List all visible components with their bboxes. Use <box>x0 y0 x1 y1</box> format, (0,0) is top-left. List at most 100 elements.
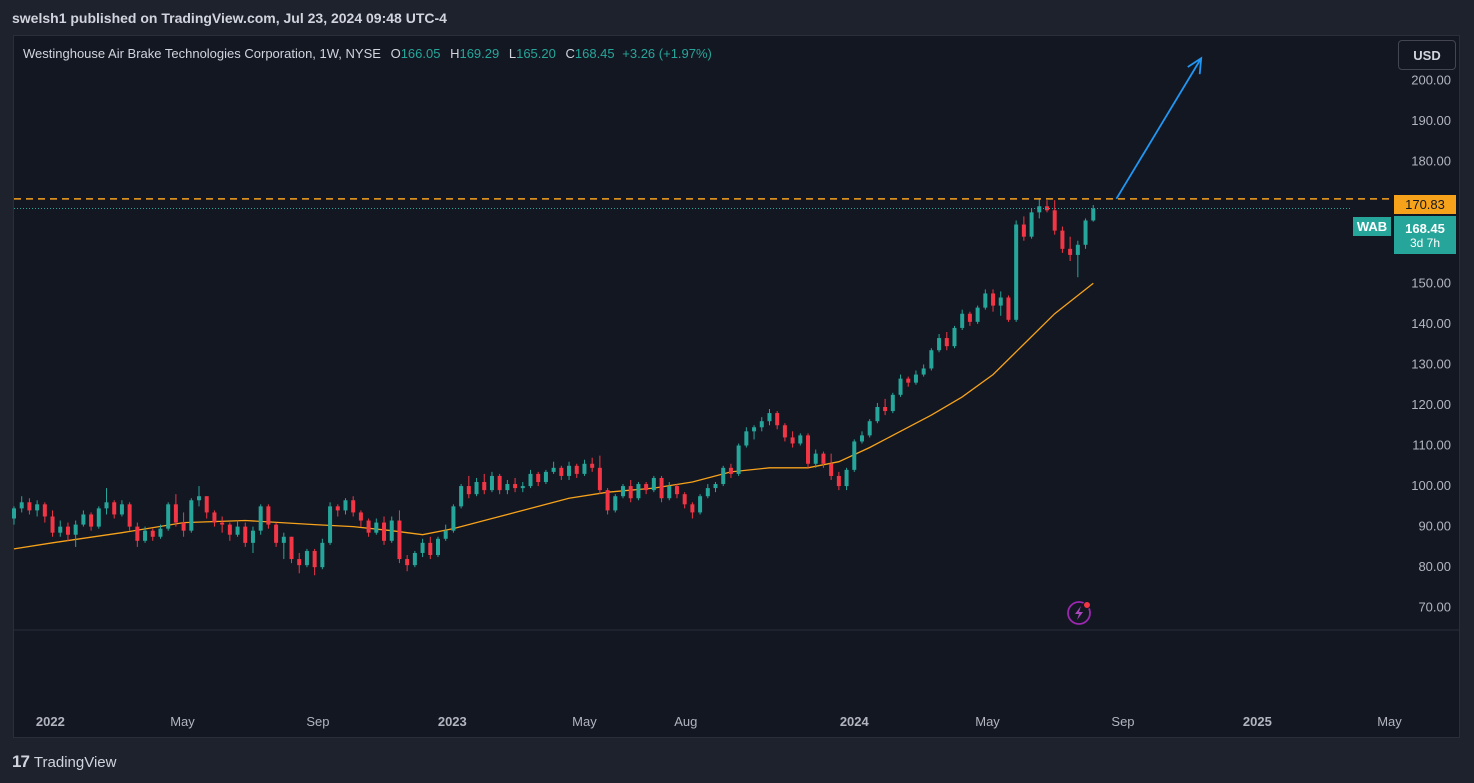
candle-body <box>859 435 864 442</box>
candle-body <box>220 522 225 525</box>
candle-body <box>944 338 949 347</box>
candle-body <box>621 486 626 497</box>
candle-body <box>597 467 602 491</box>
candle-body <box>351 500 356 513</box>
legend-open-label: O <box>390 46 401 61</box>
candle <box>50 510 55 537</box>
lightning-icon[interactable] <box>1067 601 1091 625</box>
candle <box>1075 240 1080 278</box>
candle-body <box>389 520 394 541</box>
candle <box>1052 200 1057 235</box>
candle-body <box>682 494 687 505</box>
candle <box>852 439 857 472</box>
candle <box>798 433 803 446</box>
candle-body <box>821 453 826 464</box>
candle <box>806 433 811 468</box>
legend-close-value: 168.45 <box>574 46 615 61</box>
price-axis: 70.00 80.00 90.00 100.00 110.00 120.00 130.00 1… <box>1411 73 1451 615</box>
price-tick-label: 190.00 <box>1411 113 1451 128</box>
candle-body <box>952 327 957 347</box>
candle-body <box>967 313 972 322</box>
candle <box>698 494 703 515</box>
time-tick-label: 2023 <box>438 714 467 729</box>
candle <box>119 500 124 517</box>
price-tick-label: 80.00 <box>1418 559 1451 574</box>
published-caption: swelsh1 published on TradingView.com, Ju… <box>12 10 447 26</box>
candle-body <box>451 506 456 531</box>
candle <box>443 524 448 541</box>
candle-body <box>235 526 240 535</box>
chart-frame[interactable] <box>13 35 1460 738</box>
candle-body <box>752 427 757 432</box>
candle <box>913 370 918 385</box>
candle <box>366 518 371 537</box>
candle <box>821 451 826 468</box>
candle-body <box>81 514 86 525</box>
candle-body <box>1068 248 1073 255</box>
candle <box>967 311 972 326</box>
candle-body <box>12 508 16 519</box>
legend-close-label: C <box>565 46 575 61</box>
candle <box>1060 226 1065 253</box>
tradingview-logo-icon: 17 <box>12 752 30 771</box>
currency-button[interactable]: USD <box>1398 40 1456 70</box>
candle <box>513 477 518 493</box>
candle-body <box>27 502 32 511</box>
price-tick-label: 200.00 <box>1411 73 1451 88</box>
candle-body <box>921 368 926 375</box>
candle-body <box>505 484 510 491</box>
candle <box>1014 220 1019 322</box>
candle <box>836 471 841 491</box>
candle-body <box>867 421 872 436</box>
candle <box>520 482 525 493</box>
candle <box>844 467 849 491</box>
candle <box>975 305 980 324</box>
candle-body <box>913 374 918 383</box>
candle-body <box>782 425 787 438</box>
price-tick-label: 140.00 <box>1411 316 1451 331</box>
candle <box>621 484 626 499</box>
candle-body <box>250 530 255 543</box>
candle <box>420 538 425 558</box>
candle <box>567 461 572 480</box>
candle <box>497 473 502 495</box>
candle-body <box>536 473 541 483</box>
candle-body <box>551 467 556 472</box>
candle <box>42 502 47 523</box>
candle <box>489 471 494 493</box>
candle <box>274 522 279 547</box>
candle-body <box>736 445 741 474</box>
candle <box>574 463 579 478</box>
time-tick-label: 2025 <box>1243 714 1272 729</box>
candle <box>960 309 965 330</box>
candle <box>1006 295 1011 322</box>
candle <box>212 510 217 527</box>
candle-body <box>266 506 271 525</box>
candle-body <box>304 550 309 566</box>
footer-brand[interactable]: 17 TradingView <box>12 752 116 772</box>
candle-body <box>613 496 618 511</box>
candle-body <box>466 486 471 495</box>
candle-body <box>297 559 302 566</box>
candle-body <box>582 463 587 474</box>
symbol-legend: Westinghouse Air Brake Technologies Corp… <box>23 46 712 61</box>
candle <box>582 459 587 476</box>
candle-body <box>289 536 294 560</box>
candle <box>250 526 255 553</box>
candle <box>929 348 934 371</box>
candle-body <box>790 437 795 444</box>
candle-body <box>836 475 841 487</box>
time-axis: 2022 May Sep 2023 May Aug 2024 May Sep 2025 May <box>36 714 1402 729</box>
candle-body <box>189 500 194 531</box>
candle <box>73 520 78 547</box>
legend-open-value: 166.05 <box>400 46 441 61</box>
price-tick-label: 110.00 <box>1412 438 1451 453</box>
legend-title: Westinghouse Air Brake Technologies Corp… <box>23 46 381 61</box>
candle-body <box>960 313 965 328</box>
candle <box>559 465 564 480</box>
candle-body <box>513 484 518 489</box>
candle <box>983 289 988 310</box>
candle-body <box>713 484 718 489</box>
candle <box>189 498 194 533</box>
